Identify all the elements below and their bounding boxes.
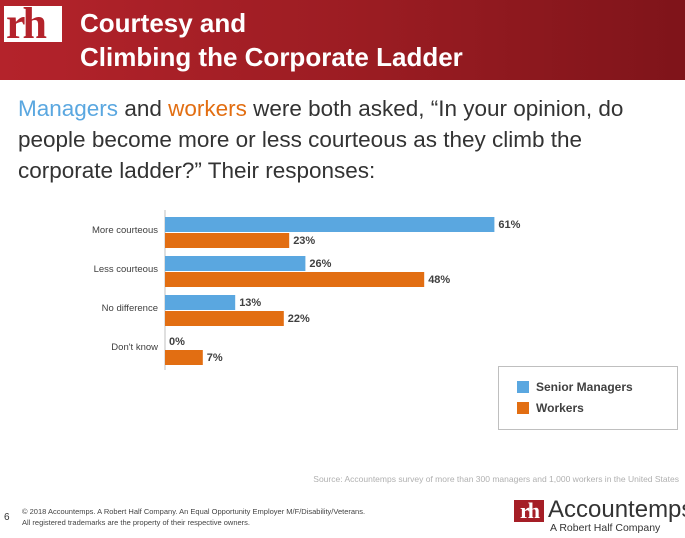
bar-managers: [165, 295, 236, 310]
data-label: 48%: [428, 274, 450, 286]
intro-and: and: [118, 96, 169, 121]
data-label: 13%: [239, 297, 261, 309]
title-line-1: Courtesy and: [80, 8, 247, 38]
brand-name: Accountemps: [548, 496, 685, 523]
page-number: 6: [4, 512, 10, 523]
accountemps-wordmark: Accountemps®: [548, 496, 685, 524]
data-label: 7%: [207, 352, 223, 364]
category-label: Less courteous: [94, 264, 159, 275]
source-note: Source: Accountemps survey of more than …: [313, 474, 679, 484]
legend-swatch-managers: [517, 381, 529, 393]
data-label: 61%: [498, 219, 520, 231]
bar-workers: [165, 311, 284, 326]
legend-item-workers: Workers: [517, 401, 584, 415]
footer-legal: © 2018 Accountemps. A Robert Half Compan…: [22, 506, 365, 528]
intro-rest: were both asked, “In your opinion, do pe…: [18, 96, 624, 183]
chart-legend: Senior Managers Workers: [498, 366, 678, 430]
page-title: Courtesy and Climbing the Corporate Ladd…: [80, 6, 463, 74]
legend-item-managers: Senior Managers: [517, 380, 633, 394]
intro-question: Managers and workers were both asked, “I…: [18, 93, 678, 186]
legend-swatch-workers: [517, 402, 529, 414]
rh-logo: rh: [4, 2, 62, 46]
category-label: No difference: [102, 303, 158, 314]
data-label: 0%: [169, 336, 185, 348]
bar-managers: [165, 217, 495, 232]
legend-label-workers: Workers: [536, 401, 584, 415]
bar-workers: [165, 350, 203, 365]
data-label: 23%: [293, 235, 315, 247]
category-label: Don't know: [111, 342, 158, 353]
brand-subtitle: A Robert Half Company: [550, 522, 661, 534]
title-line-2: Climbing the Corporate Ladder: [80, 42, 463, 72]
bar-workers: [165, 233, 290, 248]
footer-line-2: All registered trademarks are the proper…: [22, 518, 251, 527]
intro-workers: workers: [168, 96, 247, 121]
footer-line-1: © 2018 Accountemps. A Robert Half Compan…: [22, 507, 366, 516]
accountemps-rh-mark: rh: [514, 500, 544, 522]
intro-managers: Managers: [18, 96, 119, 121]
header-banner: rh Courtesy and Climbing the Corporate L…: [0, 0, 685, 80]
rh-logo-text: rh: [6, 0, 47, 48]
bar-managers: [165, 256, 306, 271]
bar-workers: [165, 272, 425, 287]
data-label: 26%: [309, 258, 331, 270]
category-label: More courteous: [92, 225, 158, 236]
data-label: 22%: [288, 313, 310, 325]
legend-label-managers: Senior Managers: [536, 380, 633, 394]
bar-chart: More courteous 61% 23% Less courteous 26% 48%…: [92, 210, 521, 370]
